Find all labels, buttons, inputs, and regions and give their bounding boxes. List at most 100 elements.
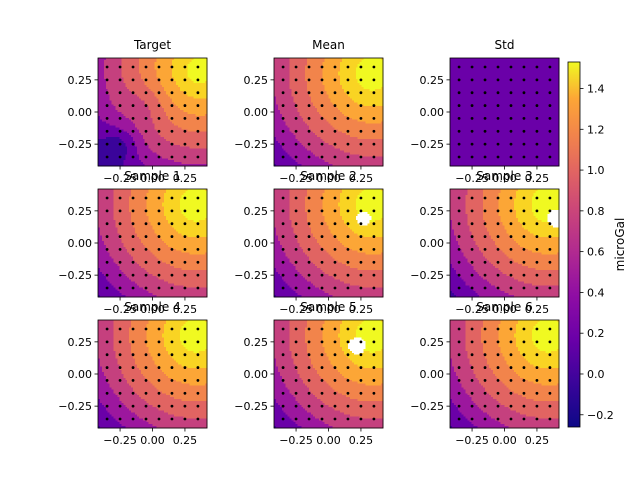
heatmap-cell [123,86,126,90]
heatmap-cell [115,102,118,105]
heatmap-cell [121,69,124,72]
heatmap-cell [111,164,114,167]
heatmap-cell [109,160,112,163]
heatmap-cell [107,85,111,88]
heatmap-cell [146,131,149,134]
heatmap-cell [123,117,126,121]
heatmap-cell [133,69,136,72]
heatmap-cell [279,119,283,122]
heatmap-cell [156,59,159,63]
observation-point [157,78,161,82]
heatmap-cell [156,96,159,99]
heatmap-cell [195,83,198,86]
heatmap-cell [99,127,103,130]
heatmap-cell [277,108,281,111]
heatmap-cell [164,85,167,88]
heatmap-cell [105,108,109,111]
heatmap-cell [148,63,151,67]
heatmap-cell [107,102,111,105]
heatmap-cell [274,69,277,72]
heatmap-cell [162,119,165,122]
heatmap-cell [117,71,120,74]
heatmap-cell [146,148,149,151]
heatmap-cell [201,148,204,151]
heatmap-cell [154,127,157,130]
heatmap-cell [199,61,202,65]
heatmap-cell [203,146,206,149]
heatmap-cell [185,119,188,122]
heatmap-cell [281,121,285,124]
heatmap-cell [119,123,122,126]
heatmap-cell [136,83,140,86]
heatmap-cell [154,88,157,92]
observation-points [105,65,200,159]
heatmap-cell [109,81,112,84]
observation-point [157,142,161,146]
heatmap-cell [183,69,186,72]
heatmap-cell [277,77,281,80]
heatmap-cell [144,150,148,153]
heatmap-cell [148,106,151,109]
heatmap-cell [131,162,134,165]
heatmap-cell [131,94,134,97]
heatmap-cell [121,137,124,140]
heatmap-cell [123,98,126,101]
heatmap-cell [275,71,279,74]
heatmap-cell [193,115,196,119]
heatmap-cell [148,112,151,115]
heatmap-cell [107,98,111,101]
heatmap-cell [107,83,111,86]
heatmap-cell [177,164,181,167]
heatmap-cell [113,94,116,97]
heatmap-cell [177,96,181,99]
heatmap-cell [123,90,126,94]
heatmap-cell [98,69,101,72]
heatmap-cell [177,131,181,134]
heatmap-cell [275,131,279,134]
heatmap-cell [179,121,183,124]
heatmap-cell [152,112,155,115]
heatmap-cell [113,158,116,161]
heatmap-cell [144,113,148,117]
heatmap-cell [158,75,161,78]
heatmap-cell [148,160,151,163]
heatmap-cell [173,77,177,80]
heatmap-cell [109,65,112,68]
heatmap-cell [103,71,107,74]
heatmap-cell [148,133,151,136]
observation-point [157,155,161,159]
heatmap-cell [201,106,204,109]
heatmap-cell [146,69,149,72]
heatmap-cell [107,146,111,149]
heatmap-cell [185,100,188,103]
heatmap-cell [281,160,285,163]
heatmap-cell [129,113,132,117]
heatmap-cell [150,75,153,78]
heatmap-cell [136,104,140,107]
heatmap-cell [150,90,153,94]
heatmap-cell [125,100,128,103]
heatmap-cell [185,150,188,153]
heatmap-cell [173,71,177,74]
heatmap-cell [189,108,192,111]
heatmap-cell [152,73,155,76]
heatmap-cell [127,58,130,61]
heatmap-cell [164,160,167,163]
heatmap-cell [199,125,202,128]
heatmap-cell [160,92,163,95]
heatmap-cell [107,90,111,94]
heatmap-cell [162,100,165,103]
heatmap-cell [164,108,167,111]
heatmap-cell [279,110,283,113]
heatmap-cell [177,119,181,122]
heatmap-cell [152,104,155,107]
heatmap-cell [113,142,116,146]
heatmap-cell [203,117,206,121]
heatmap-cell [140,131,144,134]
heatmap-cell [109,146,112,149]
heatmap-cell [203,83,206,86]
heatmap-cell [121,133,124,136]
heatmap-cell [193,86,196,90]
heatmap-cell [150,164,153,167]
heatmap-cell [195,146,198,149]
